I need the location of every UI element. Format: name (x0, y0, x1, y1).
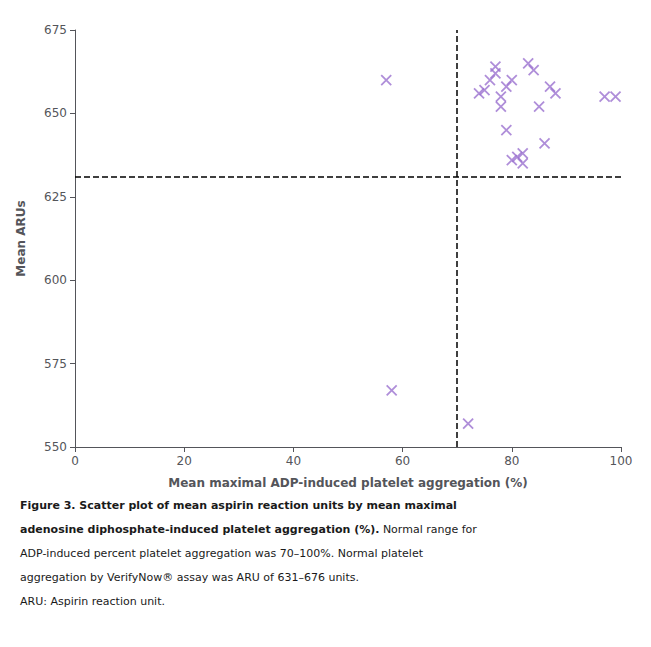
svg-text:Figure 3. Scatter plot of mean: Figure 3. Scatter plot of mean aspirin r… (20, 499, 457, 512)
svg-text:Normal range for: Normal range for (383, 523, 477, 536)
svg-text:60: 60 (395, 454, 410, 468)
svg-text:ARU: Aspirin reaction unit.: ARU: Aspirin reaction unit. (20, 595, 165, 608)
svg-text:20: 20 (177, 454, 192, 468)
svg-text:40: 40 (286, 454, 301, 468)
svg-text:550: 550 (44, 440, 67, 454)
svg-text:100: 100 (610, 454, 633, 468)
svg-text:aggregation by VerifyNow® assa: aggregation by VerifyNow® assay was ARU … (20, 571, 359, 584)
svg-text:625: 625 (44, 190, 67, 204)
svg-text:600: 600 (44, 273, 67, 287)
svg-text:650: 650 (44, 106, 67, 120)
svg-text:ADP-induced percent platelet a: ADP-induced percent platelet aggregation… (20, 547, 424, 560)
svg-text:80: 80 (504, 454, 519, 468)
svg-text:adenosine diphosphate-induced: adenosine diphosphate-induced platelet a… (20, 523, 379, 536)
svg-text:575: 575 (44, 357, 67, 371)
svg-text:675: 675 (44, 23, 67, 37)
svg-text:Mean ARUs: Mean ARUs (14, 200, 28, 276)
svg-text:Mean maximal ADP-induced plate: Mean maximal ADP-induced platelet aggreg… (168, 476, 528, 490)
svg-text:0: 0 (71, 454, 79, 468)
